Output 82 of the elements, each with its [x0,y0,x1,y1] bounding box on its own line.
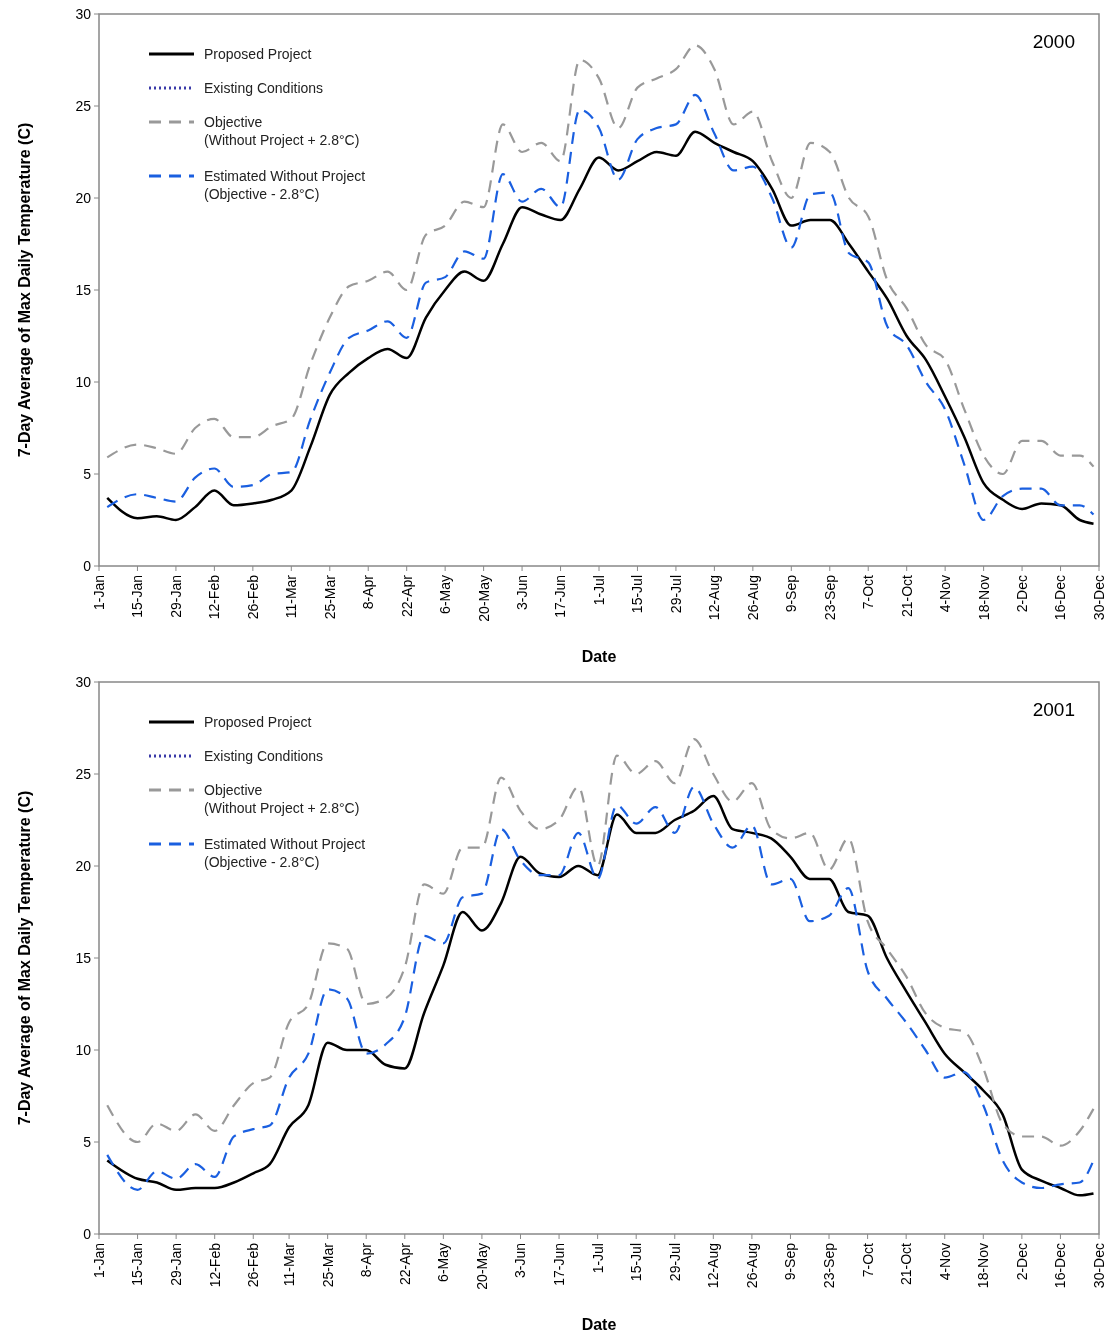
x-tick-label: 12-Feb [206,574,223,620]
legend-label: Existing Conditions [204,747,324,764]
x-tick-label: 15-Jul [628,1243,645,1282]
x-tick-label: 11-Mar [280,1242,297,1287]
x-tick-label: 26-Feb [244,574,261,620]
x-tick-label: 16-Dec [1052,575,1069,621]
x-tick-label: 30-Dec [1090,575,1105,621]
legend-label: Objective (Without Project + 2.8°C) [204,781,360,817]
x-tick-label: 30-Dec [1090,1243,1105,1289]
x-tick-label: 12-Aug [706,575,723,621]
x-tick-label: 29-Jan [168,1243,185,1286]
x-tick-label: 23-Sep [820,1242,837,1289]
x-tick-label: 8-Apr [360,574,377,610]
x-tick-label: 7-Oct [859,1242,876,1278]
y-tick-label: 5 [83,1133,92,1150]
x-tick-label: 3-Jun [512,1243,529,1279]
x-tick-label: 1-Jul [590,575,607,606]
text: 2001 [1032,699,1075,720]
x-tick-label: 1-Jul [589,1243,606,1274]
x-tick-label: 26-Aug [744,575,761,621]
x-tick-label: 20-May [473,1243,490,1290]
y-axis-title: 7-Day Average of Max Daily Temperature (C) [16,790,33,1126]
x-tick-label: 15-Jan [129,575,146,618]
y-tick-label: 10 [75,1041,92,1058]
y-tick-label: 30 [75,673,92,690]
x-tick-label: 25-Mar [319,1242,336,1288]
legend-label: Estimated Without Project (Objective - 2.8°C) [204,835,366,871]
x-tick-label: 15-Jan [129,1243,146,1286]
y-tick-label: 15 [75,949,92,966]
x-tick-label: 3-Jun [513,575,530,611]
x-tick-label: 8-Apr [358,1242,375,1278]
x-tick-label: 12-Feb [206,1242,223,1288]
y-tick-label: 20 [75,189,92,206]
legend-label: Proposed Project [204,713,312,730]
y-tick-label: 10 [75,373,92,390]
y-axis-title: 7-Day Average of Max Daily Temperature (C) [16,122,33,458]
x-tick-label: 9-Sep [782,1242,799,1281]
x-tick-label: 15-Jul [629,575,646,614]
x-tick-label: 1-Jan [90,1243,107,1279]
y-tick-label: 25 [75,97,92,114]
x-tick-label: 11-Mar [283,574,300,619]
x-tick-label: 26-Feb [245,1242,262,1288]
x-tick-label: 1-Jan [90,575,107,611]
y-tick-label: 0 [83,557,92,574]
x-tick-label: 29-Jul [666,1243,683,1282]
legend-label: Estimated Without Project (Objective - 2.8°C) [204,167,366,203]
x-tick-label: 25-Mar [321,574,338,620]
x-tick-label: 29-Jul [667,575,684,614]
x-tick-label: 22-Apr [398,574,415,618]
y-tick-label: 30 [75,5,92,22]
x-tick-label: 17-Jun [552,575,569,618]
x-tick-label: 4-Nov [936,1243,953,1281]
x-tick-label: 17-Jun [550,1243,567,1286]
x-tick-label: 9-Sep [783,574,800,613]
x-tick-label: 20-May [475,575,492,622]
text: 2000 [1032,31,1075,52]
legend-label: Existing Conditions [204,79,324,96]
y-tick-label: 15 [75,281,92,298]
x-tick-label: 21-Oct [898,1242,915,1286]
x-tick-label: 21-Oct [898,574,915,618]
legend-label: Proposed Project [204,45,312,62]
y-tick-label: 5 [83,465,92,482]
x-tick-label: 2-Dec [1013,575,1030,613]
x-tick-label: 18-Nov [975,1243,992,1289]
x-tick-label: 29-Jan [167,575,184,618]
y-tick-label: 25 [75,765,92,782]
x-tick-label: 18-Nov [975,575,992,621]
x-tick-label: 2-Dec [1013,1243,1030,1281]
x-axis-title: Date [581,648,617,665]
x-tick-label: 16-Dec [1052,1243,1069,1289]
x-axis-title: Date [581,1316,617,1333]
y-tick-label: 20 [75,857,92,874]
x-tick-label: 12-Aug [705,1243,722,1289]
x-tick-label: 22-Apr [396,1242,413,1286]
x-tick-label: 26-Aug [743,1243,760,1289]
y-tick-label: 0 [83,1225,92,1242]
x-tick-label: 23-Sep [821,574,838,621]
x-tick-label: 6-May [437,575,454,614]
legend-label: Objective (Without Project + 2.8°C) [204,113,360,149]
x-tick-label: 7-Oct [860,574,877,610]
x-tick-label: 4-Nov [937,575,954,613]
x-tick-label: 6-May [435,1243,452,1282]
